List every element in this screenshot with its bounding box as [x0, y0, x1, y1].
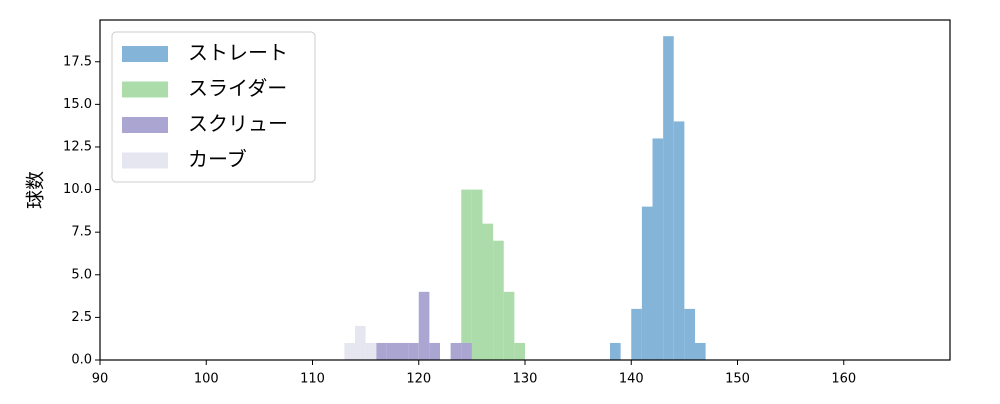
- bar: [461, 189, 472, 360]
- bar: [503, 291, 515, 360]
- y-tick-label: 2.5: [71, 310, 92, 325]
- bar: [461, 342, 472, 360]
- bar: [482, 223, 494, 360]
- bar: [673, 121, 685, 361]
- bar: [514, 342, 525, 360]
- x-tick-label: 130: [513, 372, 538, 387]
- bar: [408, 342, 419, 360]
- bar: [471, 189, 483, 360]
- bar: [344, 342, 355, 360]
- x-tick-label: 160: [831, 372, 856, 387]
- legend-label: スクリュー: [188, 112, 288, 136]
- bar: [652, 138, 664, 360]
- y-tick-label: 10.0: [63, 182, 92, 197]
- x-tick-label: 150: [725, 372, 750, 387]
- y-tick-label: 0.0: [71, 353, 92, 368]
- bar: [450, 342, 462, 360]
- bar: [493, 240, 504, 360]
- legend-box: [111, 31, 316, 183]
- y-tick-label: 15.0: [63, 97, 92, 112]
- bar: [355, 325, 366, 360]
- bar: [641, 206, 653, 360]
- plot-frame: [99, 19, 951, 361]
- legend-swatch: [122, 81, 168, 98]
- x-tick-label: 90: [92, 372, 109, 387]
- legend-label: ストレート: [188, 41, 288, 65]
- bar: [418, 291, 430, 360]
- legend-label: カーブ: [188, 147, 247, 171]
- legend-label: スライダー: [188, 76, 287, 100]
- y-tick-label: 17.5: [63, 54, 92, 69]
- bar: [397, 342, 409, 360]
- bar: [365, 342, 377, 360]
- bar: [429, 342, 440, 360]
- bar: [376, 342, 387, 360]
- x-tick-label: 120: [406, 372, 431, 387]
- y-tick-label: 12.5: [63, 139, 92, 154]
- bar: [695, 342, 706, 360]
- legend-swatch: [122, 152, 168, 169]
- bar: [663, 36, 674, 360]
- x-tick-label: 110: [300, 372, 325, 387]
- legend-swatch: [122, 117, 168, 133]
- legend-swatch: [122, 46, 168, 62]
- bar: [610, 342, 621, 360]
- x-tick-label: 100: [194, 372, 219, 387]
- bar: [684, 308, 695, 360]
- y-tick-label: 7.5: [71, 225, 92, 240]
- bar: [631, 308, 642, 360]
- bar: [386, 342, 398, 360]
- x-tick-label: 140: [619, 372, 644, 387]
- y-axis-label: 球数: [25, 171, 47, 209]
- y-tick-label: 5.0: [71, 267, 92, 282]
